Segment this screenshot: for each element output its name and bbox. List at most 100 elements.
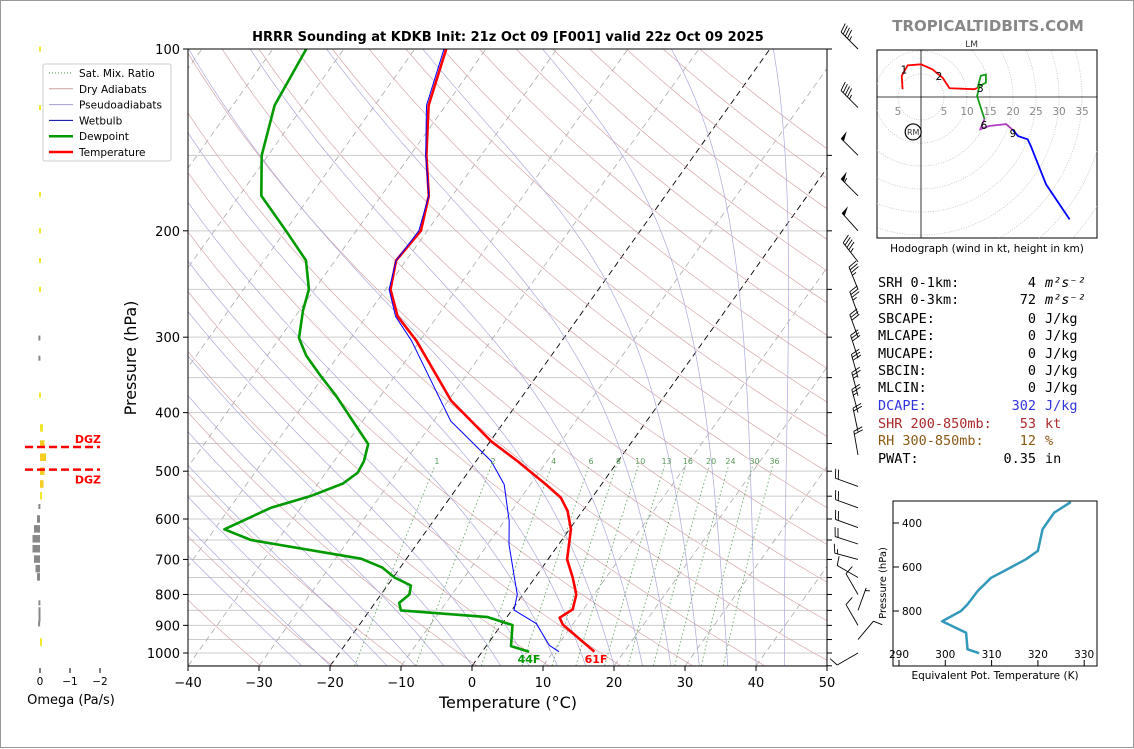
stat-unit: J/kg [1045, 346, 1078, 362]
stat-label: MUCAPE: [878, 346, 935, 362]
wind-barb [835, 510, 858, 528]
stat-value: 0 [1028, 363, 1036, 379]
stat-row: MLCAPE: 0 J/kg [878, 328, 1078, 344]
isotherm [401, 49, 841, 666]
theta-e-y-label: Pressure (hPa) [878, 547, 889, 619]
wind-barb [841, 131, 858, 155]
stat-unit: % [1045, 433, 1053, 449]
omega-bar [38, 504, 40, 509]
barb-staff [846, 605, 858, 626]
x-tick-label: −30 [245, 676, 272, 691]
x-axis-label: Temperature (°C) [438, 693, 577, 712]
x-tick-label: 50 [819, 676, 836, 691]
y-tick-label: 800 [155, 588, 180, 603]
dgz-label: DGZ [75, 474, 101, 487]
mixing-ratio-label: 30 [749, 457, 759, 466]
mixing-ratio-label: 2 [491, 457, 496, 466]
y-tick-label: 900 [155, 619, 180, 634]
theta-e-y-tick-label: 800 [902, 606, 922, 618]
stat-label: RH 300-850mb: [878, 433, 984, 449]
stat-row: RH 300-850mb: 12% [878, 433, 1053, 449]
legend-label: Dry Adiabats [79, 84, 147, 96]
mixing-ratio-label: 10 [635, 457, 645, 466]
stat-value: 0 [1028, 328, 1036, 344]
barb-half-flag [853, 393, 857, 396]
omega-tick-label: 0 [37, 676, 44, 688]
mixing-ratio-label: 4 [551, 457, 556, 466]
barb-staff [837, 653, 858, 665]
mixing-ratio-label: 13 [661, 457, 671, 466]
barb-half-flag [853, 297, 857, 300]
surface-temperature-label: 61F [585, 653, 608, 666]
stat-value: 53 [1020, 416, 1036, 432]
y-tick-label: 1000 [147, 647, 180, 662]
wind-barb [849, 261, 858, 289]
x-tick-label: 0 [468, 676, 476, 691]
barb-staff [858, 588, 866, 611]
stat-unit: J/kg [1045, 363, 1078, 379]
hodograph-ring-label: 5 [941, 106, 948, 118]
barb-flag [837, 556, 839, 565]
pseudoadiabat [671, 49, 756, 666]
theta-e-y-tick-label: 400 [902, 518, 922, 530]
stat-label: DCAPE: [878, 398, 927, 414]
omega-bar [39, 607, 41, 615]
wind-barb [846, 567, 858, 595]
wind-barb [834, 544, 858, 560]
barb-staff [835, 478, 858, 486]
omega-bar [34, 525, 40, 533]
x-tick-label: 40 [748, 676, 765, 691]
stat-label: MLCAPE: [878, 328, 935, 344]
stat-unit: J/kg [1045, 328, 1078, 344]
hodograph-height-label: 9 [1010, 128, 1017, 140]
mixing-ratio-label: 24 [725, 457, 735, 466]
omega-bar [39, 393, 41, 398]
wind-barb [858, 588, 870, 611]
stat-label: SRH 0-1km: [878, 275, 959, 291]
omega-bar [38, 336, 40, 341]
hodograph-ring-label: 30 [1052, 106, 1065, 118]
hodograph-ring-label: 25 [1029, 106, 1042, 118]
stat-value: 12 [1020, 433, 1036, 449]
y-tick-label: 400 [155, 407, 180, 422]
omega-bar [36, 565, 41, 573]
stat-label: PWAT: [878, 451, 919, 467]
hodograph-height-label: 3 [977, 83, 984, 95]
omega-bar [39, 47, 41, 52]
stat-label: SRH 0-3km: [878, 292, 959, 308]
mixing-ratio-label: 36 [769, 457, 779, 466]
y-axis-label: Pressure (hPa) [121, 301, 140, 416]
pseudoadiabat [423, 49, 700, 666]
x-tick-label: −40 [174, 676, 201, 691]
y-tick-label: 200 [155, 225, 180, 240]
stat-unit: m²s⁻² [1044, 292, 1086, 308]
dry-adiabat [149, 49, 837, 666]
wind-barb [841, 82, 858, 107]
legend-label: Wetbulb [79, 115, 123, 127]
stat-value: 0.35 [1003, 451, 1036, 467]
theta-e-x-tick-label: 320 [1028, 649, 1048, 661]
theta-e-panel: Equivalent Pot. Temperature (K) Pressure… [878, 501, 1097, 682]
x-tick-label: −10 [387, 676, 414, 691]
barb-staff [835, 537, 858, 544]
x-tick-label: 10 [535, 676, 552, 691]
stat-label: SBCAPE: [878, 311, 935, 327]
theta-e-frame [893, 501, 1097, 666]
wind-barbs [830, 24, 882, 665]
barb-half-flag [850, 36, 852, 40]
stat-unit: J/kg [1045, 380, 1078, 396]
x-tick-label: −20 [316, 676, 343, 691]
wind-barb [843, 235, 858, 262]
omega-tick-label: −2 [92, 676, 107, 688]
omega-bar [39, 258, 41, 263]
omega-bar [39, 105, 41, 110]
legend-label: Temperature [78, 147, 146, 159]
stat-value: 0 [1028, 311, 1036, 327]
omega-bar [38, 621, 40, 626]
omega-bar [40, 453, 46, 461]
